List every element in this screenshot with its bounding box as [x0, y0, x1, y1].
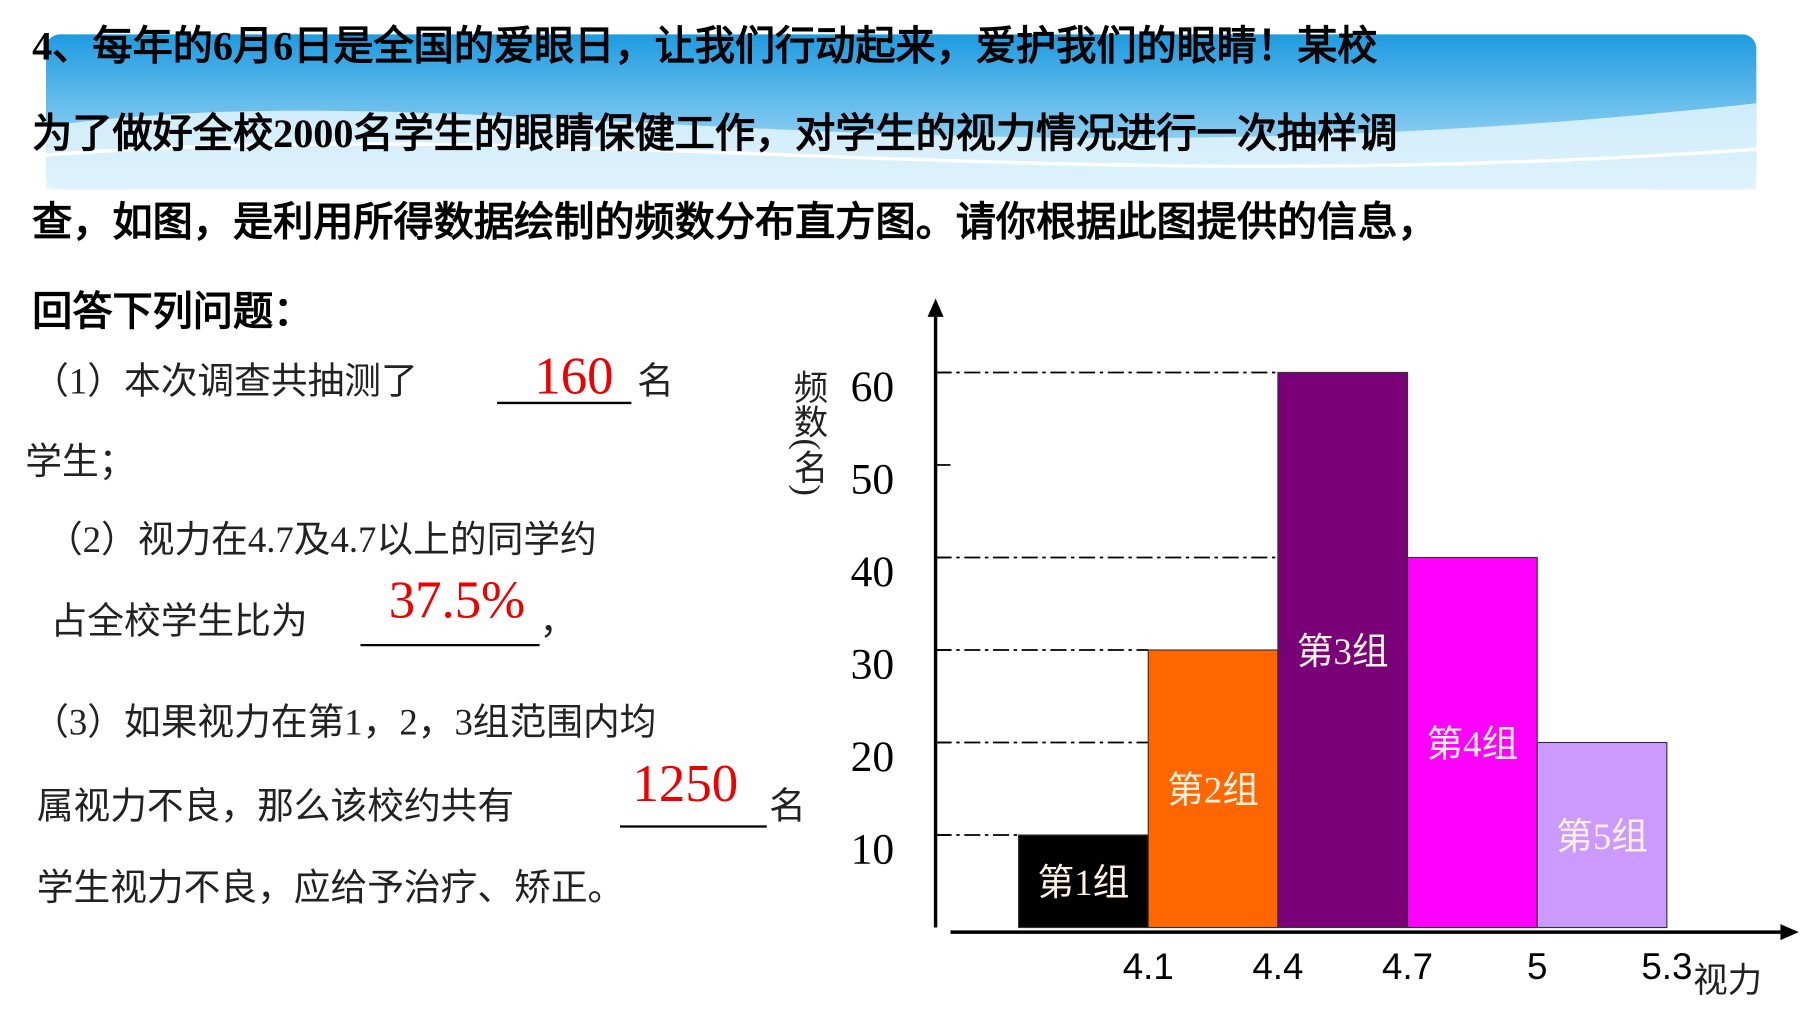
x-axis-arrow — [1780, 924, 1799, 941]
bar — [1536, 741, 1668, 929]
y-axis-label: 频数(名) — [788, 370, 827, 496]
bar — [1018, 834, 1149, 929]
question-text: 占全校学生比为 — [51, 601, 308, 642]
bar — [1406, 556, 1538, 929]
question-text: （1）本次调查共抽测了 — [32, 361, 418, 402]
question-text: 名 — [769, 785, 806, 826]
title-line: 回答下列问题： — [32, 289, 313, 334]
x-tick-label: 5.3 — [1641, 946, 1692, 987]
bar-label: 第1组 — [1038, 862, 1130, 903]
x-tick-label: 4.1 — [1123, 946, 1174, 987]
y-tick-label: 30 — [851, 641, 895, 689]
bar-label: 第4组 — [1426, 723, 1518, 764]
title-line: 为了做好全校2000名学生的眼睛保健工作，对学生的视力情况进行一次抽样调 — [32, 111, 1397, 156]
question-text: ， — [540, 601, 577, 642]
question-text: 属视力不良，那么该校约共有 — [37, 785, 514, 826]
answer: 160 — [534, 348, 613, 406]
bar-label: 第3组 — [1297, 631, 1389, 672]
y-tick-label: 60 — [851, 363, 895, 411]
question-text: 名 — [637, 361, 674, 402]
question-text: 学生； — [25, 441, 135, 482]
y-tick-label: 50 — [851, 456, 895, 504]
x-axis-label: 视力 — [1693, 962, 1762, 1000]
question-text: （2）视力在4.7及4.7以上的同学约 — [46, 519, 597, 560]
y-tick-label: 40 — [851, 548, 895, 596]
bar-label: 第5组 — [1556, 816, 1648, 857]
y-tick-label: 20 — [851, 733, 895, 781]
banner — [45, 34, 1757, 190]
bar — [1277, 371, 1409, 929]
bar — [1147, 649, 1279, 929]
y-tick-label: 10 — [851, 826, 895, 874]
x-tick-label: 5 — [1527, 946, 1547, 987]
bar-label: 第2组 — [1167, 770, 1259, 811]
x-tick-label: 4.4 — [1252, 946, 1303, 987]
answer: 1250 — [633, 755, 739, 813]
question-text: 学生视力不良，应给予治疗、矫正。 — [37, 867, 625, 908]
y-axis-arrow — [927, 298, 944, 317]
x-tick-label: 4.7 — [1382, 946, 1433, 987]
title-line: 4、每年的6月6日是全国的爱眼日，让我们行动起来，爱护我们的眼睛！某校 — [32, 24, 1378, 69]
answer: 37.5% — [389, 572, 525, 630]
title-line: 查，如图，是利用所得数据绘制的频数分布直方图。请你根据此图提供的信息， — [32, 199, 1437, 244]
question-text: （3）如果视力在第1，2，3组范围内均 — [32, 702, 656, 743]
